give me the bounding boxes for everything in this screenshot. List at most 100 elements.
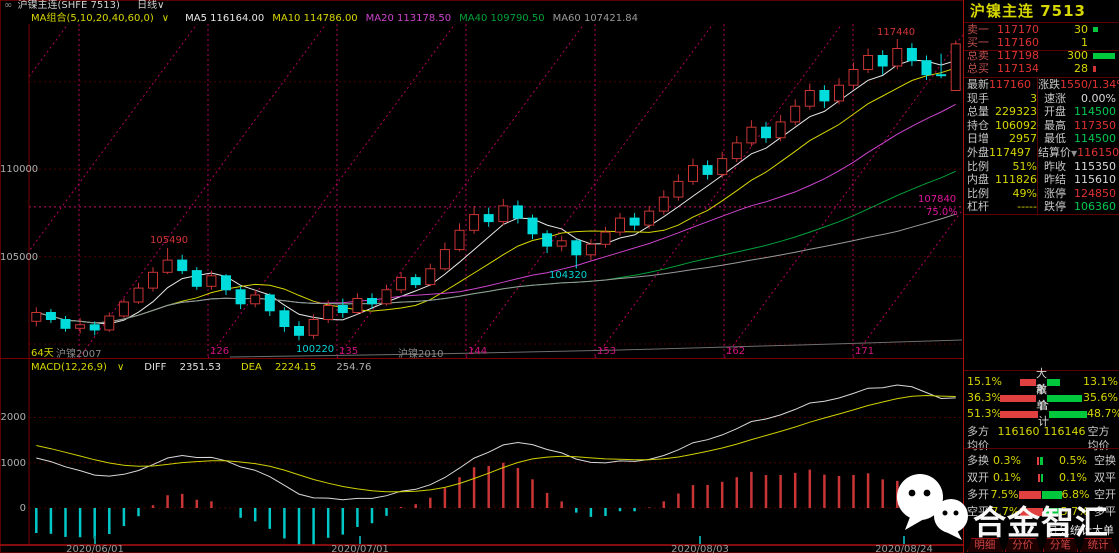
detail-label: 最低 [1044,132,1066,146]
swap-value: 5.7% [1060,505,1089,518]
short-bar [1049,410,1087,418]
swap-label: 多开 [967,488,989,501]
short-bar [1047,394,1082,402]
swap-value: 0.1% [1059,471,1087,484]
swap-row: 多开 7.5% 6.8% 空开 [964,486,1119,503]
detail-value: 114500 [1074,132,1116,146]
macd-axis-label: 1000 [0,457,26,469]
order-label: 总买 [967,62,989,75]
ma-indicator-bar: MA组合(5,10,20,40,60,0) ∨ MA5 116164.00 MA10 … [31,13,654,24]
short-pct: 48.7% [1087,407,1119,420]
period-dropdown[interactable]: 日线∨ [137,0,165,11]
divider [964,448,1119,449]
link-icon: ∞ [4,0,12,11]
macd-settings-dropdown[interactable]: MACD(12,26,9) ∨ [31,362,125,373]
dropdown-arrow-icon[interactable]: ▼ [1071,148,1078,158]
swap-value: 0.5% [1059,454,1087,467]
long-bar [1000,410,1038,418]
detail-label: 日增 [967,132,989,146]
quote-detail-row: 杠杆 ----- 跌停 106360 [964,200,1119,214]
detail-value: 117160 [989,78,1031,91]
ma-settings-dropdown[interactable]: MA组合(5,10,20,40,60,0) ∨ [31,13,170,24]
chart-annotation: 117440 [877,27,916,38]
detail-label: 最新 [967,78,989,91]
swap-short-bar [1043,507,1061,516]
divider [964,214,1119,215]
detail-label: 总量 [967,105,989,119]
macd-indicator-bar: MACD(12,26,9) ∨ DIFF 2351.53 DEA 2224.15 254… [31,361,381,375]
date-axis-label: 2020/08/03 [671,544,729,553]
bigorder-name: 合 计 [1038,399,1049,428]
ma-value-MA5: MA5 116164.00 [185,13,265,24]
long-bar [1020,378,1036,386]
cycle-count-label: 162 [726,346,746,357]
detail-value: 2957 [1009,132,1037,146]
detail-label: 外盘 [967,145,989,159]
order-qty: 28 [1074,62,1088,75]
swap-label: 多换 [967,454,989,467]
detail-label: 比例 [967,186,989,200]
macd-axis-label: 2000 [0,412,26,424]
swap-label: 多平 [1094,505,1116,518]
axis-tick [359,536,361,544]
order-label: 总卖 [967,49,989,62]
short-pct: 35.6% [1083,391,1118,404]
detail-label: 持仓 [967,118,989,132]
detail-value: 115350 [1074,159,1116,173]
contract-title: 沪镍主连(SHFE 7513) [17,0,120,11]
swap-label: 空平 [967,505,989,518]
wechat-icon [897,474,968,540]
chart-annotation: 105490 [150,235,189,246]
watermark: 合金智汇 [893,472,1109,544]
bigorder-row: 51.3% 合 计 48.7% [964,399,1119,428]
price-axis-label: 105000 [0,251,39,263]
long-pct: 15.1% [967,375,1002,388]
swap-long-bar [1018,490,1041,499]
swap-long-bar [1037,456,1039,465]
chart-annotation: 沪镍2007 [56,349,102,360]
chart-annotation: 100220 [296,344,335,355]
order-row: 总卖 117198 300 [964,49,1119,62]
detail-label: 跌停 [1044,200,1066,214]
swap-value: 6.8% [1061,488,1090,501]
sidebar-tab-明细[interactable]: 明细 [967,538,1003,552]
ma-value-MA60: MA60 107421.84 [552,13,639,24]
chart-annotation: 沪镍2010 [398,349,444,360]
bigorder-name: 大 单 [1036,367,1047,396]
order-book: 卖一 117170 30 买一 117160 1 总卖 117198 300 总买 117134 28 [964,23,1119,75]
order-label: 卖一 [967,23,989,36]
cycle-count-label: 144 [468,346,488,357]
swap-row: 双开 0.1% 0.1% 双平 [964,469,1119,486]
detail-label: 最高 [1044,118,1066,132]
detail-value: 114500 [1074,105,1116,119]
swap-row: 多换 0.3% 0.5% 空换 [964,452,1119,469]
macd-diff-value: DIFF 2351.53 [144,362,221,373]
bigorder-row: 36.3% 散 单 35.6% [964,383,1119,412]
order-row: 买一 117160 1 [964,36,1119,49]
sidebar-tab-分价[interactable]: 分价 [1004,538,1041,552]
detail-label: 昨收 [1044,159,1066,173]
price-axis-label: 110000 [0,164,39,176]
chart-annotation: 107840 [918,194,957,205]
quote-detail-row: 比例 51% 昨收 115350 [964,160,1119,174]
divider [964,370,1119,371]
order-qty: 30 [1074,23,1088,36]
swap-value: 7.7% [991,505,1020,518]
order-price: 117198 [997,49,1039,62]
bigorder-only-checkbox[interactable]: ☑ 只统计大单 [1047,524,1114,537]
detail-label: 结算价▼ [1038,145,1078,159]
order-price: 117170 [997,23,1039,36]
detail-label: 杠杆 [967,200,989,214]
divider [964,50,1119,51]
order-price: 117160 [997,36,1039,49]
swap-short-bar [1040,456,1043,465]
quote-detail-row: 总量 229323 开盘 114500 [964,105,1119,119]
swap-value: 0.3% [993,454,1021,467]
ma-value-MA10: MA10 114786.00 [272,13,358,24]
chart-annotation: 75.0% [926,207,958,218]
candlestick-macd-chart[interactable] [0,0,963,553]
checkbox-checked-icon[interactable]: ☑ [1047,524,1057,537]
macd-bar-value: 254.76 [336,362,372,373]
